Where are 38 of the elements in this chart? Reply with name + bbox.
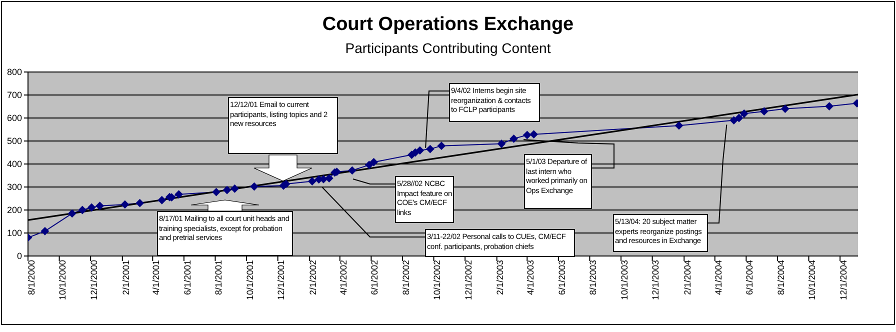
x-tick-label: 12/1/2000 — [88, 260, 99, 300]
y-tick-label: 600 — [6, 113, 22, 124]
x-tick-label: 10/1/2003 — [619, 260, 630, 300]
chart-title: Court Operations Exchange — [321, 14, 575, 36]
y-tick-label: 0 — [16, 251, 22, 262]
y-tick-label: 200 — [6, 205, 22, 216]
x-tick-label: 12/1/2001 — [276, 260, 286, 300]
x-tick-label: 12/1/2004 — [838, 260, 848, 300]
x-tick-label: 6/1/2002 — [370, 260, 380, 296]
x-tick-label: 4/1/2004 — [713, 260, 724, 296]
x-tick-label: 10/1/2001 — [244, 260, 255, 300]
x-tick-label: 2/1/2002 — [308, 260, 318, 296]
x-tick-label: 2/1/2001 — [120, 260, 131, 296]
chart-subtitle: Participants Contributing Content — [344, 40, 552, 56]
y-tick-label: 300 — [6, 182, 22, 192]
y-tick-label: 800 — [6, 67, 22, 78]
x-tick-label: 4/1/2003 — [526, 260, 536, 296]
x-tick-label: 12/1/2003 — [650, 260, 661, 300]
x-tick-label: 6/1/2004 — [744, 260, 755, 296]
x-tick-label: 2/1/2003 — [495, 260, 506, 296]
x-tick-label: 4/1/2001 — [151, 260, 162, 296]
x-tick-label: 12/1/2002 — [463, 260, 474, 300]
y-tick-label: 500 — [6, 136, 22, 146]
x-tick-label: 4/1/2002 — [338, 260, 348, 296]
x-tick-label: 8/1/2000 — [26, 260, 36, 296]
x-tick-label: 8/1/2001 — [214, 260, 224, 296]
x-tick-label: 2/1/2004 — [682, 260, 692, 296]
y-tick-label: 400 — [6, 159, 22, 170]
x-tick-label: 8/1/2002 — [400, 260, 411, 296]
x-tick-label: 10/1/2004 — [807, 260, 818, 300]
x-tick-label: 6/1/2003 — [556, 260, 567, 296]
y-tick-label: 100 — [6, 228, 22, 238]
x-tick-label: 8/1/2004 — [776, 260, 786, 296]
y-tick-label: 700 — [6, 90, 22, 100]
x-tick-label: 8/1/2003 — [588, 260, 598, 296]
x-tick-label: 10/1/2000 — [58, 260, 68, 300]
x-tick-label: 10/1/2002 — [432, 260, 442, 300]
x-tick-label: 6/1/2001 — [182, 260, 192, 296]
